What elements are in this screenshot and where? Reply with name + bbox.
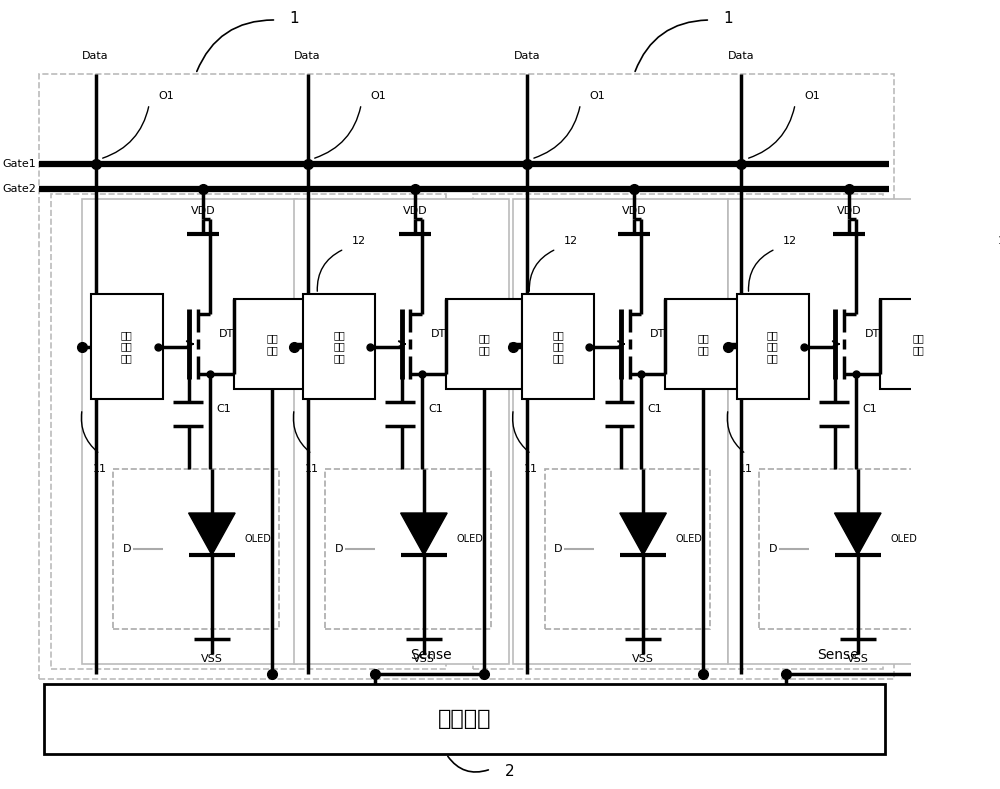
Text: 检测
单元: 检测 单元: [266, 333, 278, 355]
Bar: [665, 299, 741, 389]
Text: OLED: OLED: [890, 534, 917, 544]
Text: O1: O1: [589, 91, 605, 101]
Text: OLED: OLED: [675, 534, 702, 544]
Text: 驱动芯片: 驱动芯片: [437, 709, 491, 729]
Text: 1: 1: [724, 10, 733, 25]
Bar: [522, 294, 594, 399]
Text: 12: 12: [351, 236, 366, 246]
Text: 数据
写入
单元: 数据 写入 单元: [333, 330, 345, 363]
Text: VDD: VDD: [191, 206, 215, 216]
Text: VSS: VSS: [632, 654, 654, 664]
Text: D: D: [554, 544, 562, 554]
Text: 11: 11: [93, 464, 107, 474]
Text: 数据
写入
单元: 数据 写入 单元: [121, 330, 133, 363]
Text: 2: 2: [504, 764, 514, 779]
Text: 检测
单元: 检测 单元: [478, 333, 490, 355]
Text: 11: 11: [739, 464, 753, 474]
Bar: [513, 199, 728, 664]
Text: Sense: Sense: [818, 648, 859, 662]
Text: 数据
写入
单元: 数据 写入 单元: [552, 330, 564, 363]
Bar: [759, 469, 925, 629]
Text: O1: O1: [804, 91, 820, 101]
Text: C1: C1: [428, 404, 443, 414]
Text: D: D: [123, 544, 131, 554]
Text: DT: DT: [431, 329, 446, 339]
Text: Sense: Sense: [410, 648, 452, 662]
Text: 1: 1: [290, 10, 299, 25]
Bar: [303, 294, 375, 399]
Text: C1: C1: [216, 404, 231, 414]
Bar: [545, 469, 710, 629]
Bar: [446, 299, 522, 389]
Text: O1: O1: [370, 91, 386, 101]
Text: Data: Data: [294, 51, 321, 61]
Text: D: D: [335, 544, 343, 554]
Bar: [294, 199, 509, 664]
Text: DT: DT: [650, 329, 665, 339]
Text: DT: DT: [219, 329, 234, 339]
Text: VSS: VSS: [201, 654, 223, 664]
Bar: [234, 299, 310, 389]
Text: VDD: VDD: [403, 206, 427, 216]
Text: OLED: OLED: [456, 534, 483, 544]
Text: C1: C1: [648, 404, 662, 414]
Bar: [82, 199, 297, 664]
Bar: [728, 199, 943, 664]
Text: VDD: VDD: [622, 206, 646, 216]
Polygon shape: [835, 513, 881, 555]
Bar: [880, 299, 956, 389]
Text: 11: 11: [305, 464, 319, 474]
Bar: [737, 294, 809, 399]
Text: VSS: VSS: [413, 654, 435, 664]
Text: 检测
单元: 检测 单元: [912, 333, 924, 355]
Text: DT: DT: [865, 329, 880, 339]
Bar: [91, 294, 163, 399]
Text: C1: C1: [862, 404, 877, 414]
Bar: [325, 469, 491, 629]
Text: 数据
写入
单元: 数据 写入 单元: [767, 330, 779, 363]
Text: OLED: OLED: [244, 534, 271, 544]
Polygon shape: [189, 513, 235, 555]
Text: Data: Data: [728, 51, 755, 61]
Text: 12: 12: [997, 236, 1000, 246]
Text: D: D: [769, 544, 777, 554]
Text: VSS: VSS: [847, 654, 869, 664]
Bar: [473, 194, 883, 669]
Text: VDD: VDD: [837, 206, 861, 216]
Text: 12: 12: [783, 236, 797, 246]
Bar: [113, 469, 279, 629]
Bar: [51, 194, 446, 669]
Text: O1: O1: [158, 91, 174, 101]
Text: 12: 12: [563, 236, 578, 246]
Text: Gate1: Gate1: [3, 159, 37, 169]
Text: Data: Data: [82, 51, 109, 61]
Text: 11: 11: [524, 464, 538, 474]
Bar: [39, 74, 894, 679]
Polygon shape: [620, 513, 666, 555]
Text: Data: Data: [513, 51, 540, 61]
Text: Gate2: Gate2: [3, 184, 37, 194]
Polygon shape: [401, 513, 447, 555]
Bar: [44, 684, 885, 754]
Text: 检测
单元: 检测 单元: [698, 333, 709, 355]
